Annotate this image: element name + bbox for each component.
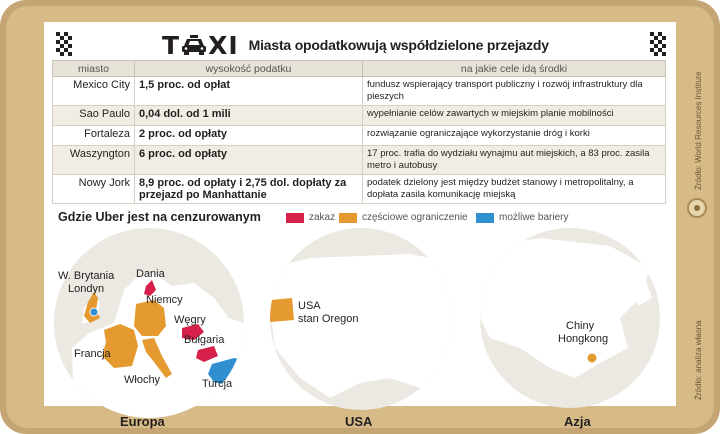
logo-letter-left: T: [162, 30, 181, 60]
legend-swatch-possible: [476, 212, 494, 223]
denmark-region: [144, 280, 156, 296]
page-title: Miasta opodatkowują współdzielone przeja…: [248, 37, 549, 53]
cell-city: Sao Paulo: [52, 105, 135, 126]
london-marker-icon: [89, 307, 99, 317]
legend-swatch-ban: [286, 212, 304, 223]
oregon-region: [270, 298, 294, 322]
cell-tax: 2 proc. od opłaty: [134, 125, 363, 146]
hungary-region: [182, 324, 204, 340]
taxi-car-icon: [182, 35, 207, 55]
legend-item-possible: możliwe bariery: [476, 212, 568, 223]
label-france: Francja: [74, 348, 111, 360]
header-use: na jakie cele idą środki: [362, 60, 666, 77]
label-germany: Niemcy: [146, 294, 183, 306]
label-london: Londyn: [68, 283, 105, 295]
hongkong-marker-icon: [586, 352, 598, 364]
usa-map: [270, 254, 452, 398]
region-label-europe: Europa: [120, 414, 165, 429]
title-row: T XI Miasta opodatkowują współdzielone p…: [162, 31, 549, 60]
region-label-usa: USA: [345, 414, 373, 429]
bulgaria-region: [196, 346, 218, 362]
legend-label: częściowe ograniczenie: [362, 212, 468, 223]
label-hongkong: Hongkong: [558, 333, 609, 345]
cell-city: Mexico City: [52, 76, 135, 106]
cell-use: wypełnianie celów zawartych w miejskim p…: [362, 105, 666, 126]
table-header-row: miasto wysokość podatku na jakie cele id…: [52, 60, 666, 77]
europe-map: [72, 273, 244, 418]
label-denmark: Dania: [136, 268, 165, 280]
globe-usa: [270, 228, 452, 410]
turkey-region: [208, 358, 244, 386]
header-tax: wysokość podatku: [134, 60, 363, 77]
cell-use: podatek dzielony jest między budżet stan…: [362, 174, 666, 204]
table-row: Nowy Jork 8,9 proc. od opłaty i 2,75 dol…: [52, 174, 666, 204]
table-source-note: Źródło: World Resources Institute: [694, 71, 703, 190]
label-uk: W. Brytania: [58, 270, 115, 282]
cell-city: Waszyngton: [52, 145, 135, 175]
logo-letter-right: XI: [208, 30, 239, 60]
table-row: Waszyngton 6 proc. od opłaty 17 proc. tr…: [52, 145, 666, 175]
label-turkey: Turcja: [202, 378, 233, 390]
legend-item-ban: zakaz: [286, 212, 335, 223]
france-region: [102, 324, 138, 368]
italy-region: [142, 338, 172, 378]
asia-map: [480, 238, 652, 378]
header-city: miasto: [52, 60, 135, 77]
tax-table: miasto wysokość podatku na jakie cele id…: [52, 60, 666, 204]
cell-use: rozwiązanie ograniczające wykorzystanie …: [362, 125, 666, 146]
checkered-flag-icon-right: [650, 32, 666, 56]
legend-label: zakaz: [309, 212, 336, 223]
label-hungary: Węgry: [174, 314, 206, 326]
legend-item-partial: częściowe ograniczenie: [339, 212, 468, 223]
legend-label: możliwe bariery: [499, 212, 569, 223]
home-button-icon[interactable]: [687, 198, 707, 218]
germany-region: [134, 300, 166, 336]
legend-swatch-partial: [339, 212, 357, 223]
taxi-logo: T XI: [162, 31, 239, 60]
globe-asia: [480, 228, 660, 408]
cell-use: 17 proc. trafia do wydziału wynajmu aut …: [362, 145, 666, 175]
cell-tax: 1,5 proc. od opłat: [134, 76, 363, 106]
table-row: Mexico City 1,5 proc. od opłat fundusz w…: [52, 76, 666, 106]
cell-tax: 8,9 proc. od opłaty i 2,75 dol. dopłaty …: [134, 174, 363, 204]
region-label-asia: Azja: [564, 414, 591, 429]
map-section-title: Gdzie Uber jest na cenzurowanym: [58, 210, 261, 224]
label-oregon: USA stan Oregon: [298, 300, 359, 325]
checkered-flag-icon-left: [56, 32, 72, 56]
globe-europe: [54, 228, 244, 418]
map-source-note: Źródło: analiza własna: [694, 320, 703, 400]
label-china: Chiny: [566, 320, 595, 332]
infographic-screen: T XI Miasta opodatkowują współdzielone p…: [44, 22, 676, 418]
cell-city: Fortaleza: [52, 125, 135, 146]
cell-city: Nowy Jork: [52, 174, 135, 204]
table-row: Sao Paulo 0,04 dol. od 1 mili wypełniani…: [52, 105, 666, 126]
cell-tax: 6 proc. od opłaty: [134, 145, 363, 175]
table-row: Fortaleza 2 proc. od opłaty rozwiązanie …: [52, 125, 666, 146]
cell-tax: 0,04 dol. od 1 mili: [134, 105, 363, 126]
label-italy: Włochy: [124, 374, 161, 386]
cell-use: fundusz wspierający transport publiczny …: [362, 76, 666, 106]
label-bulgaria: Bułgaria: [184, 334, 225, 346]
